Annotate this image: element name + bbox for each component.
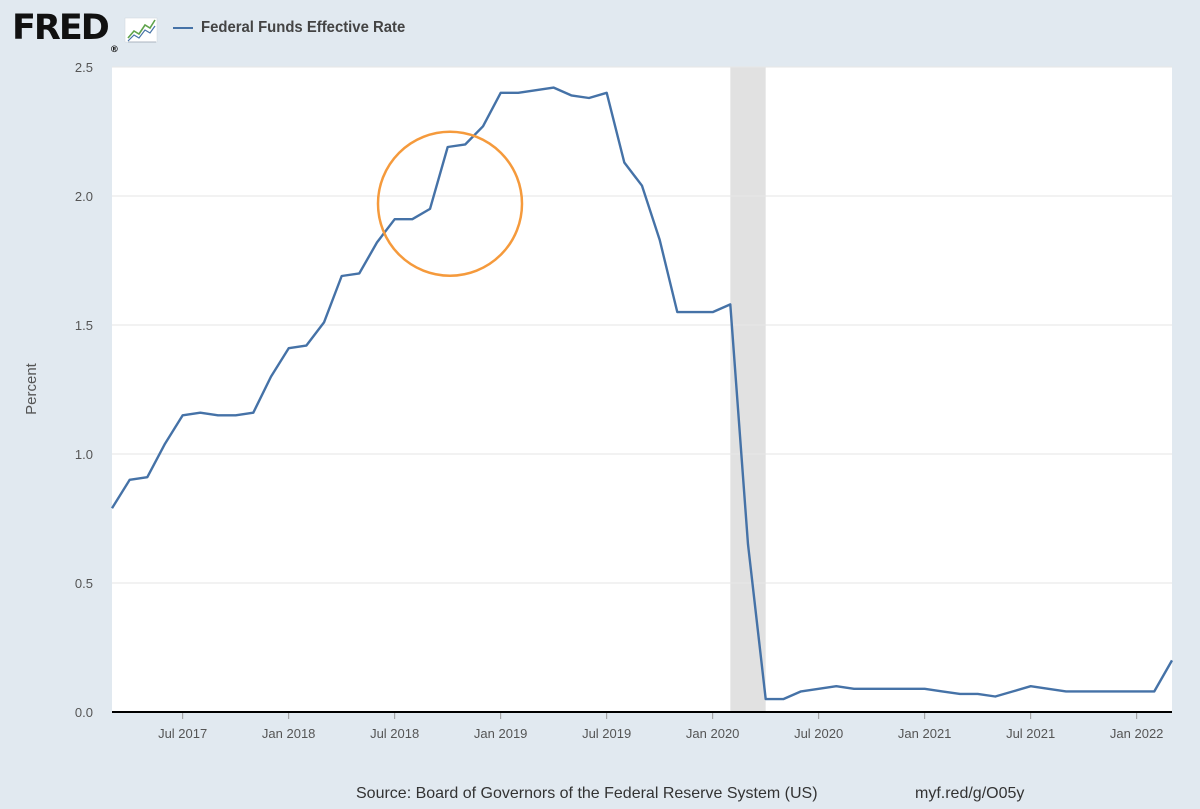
- y-tick-label: 1.0: [75, 447, 93, 462]
- x-tick-label: Jan 2019: [474, 726, 528, 741]
- x-tick-label: Jan 2021: [898, 726, 952, 741]
- x-tick-label: Jan 2022: [1110, 726, 1164, 741]
- source-attribution: Source: Board of Governors of the Federa…: [356, 785, 818, 802]
- legend-label: Federal Funds Effective Rate: [201, 19, 406, 36]
- x-tick-label: Jan 2020: [686, 726, 740, 741]
- x-tick-label: Jul 2017: [158, 726, 207, 741]
- y-tick-label: 2.5: [75, 60, 93, 75]
- series-line: [110, 86, 1174, 701]
- logo-registered-mark: ®: [109, 45, 119, 55]
- y-tick-label: 0.5: [75, 576, 93, 591]
- x-tick-label: Jan 2018: [262, 726, 316, 741]
- chart-header: FRED® Federal Funds Effective Rate: [0, 0, 1200, 58]
- chart-short-link[interactable]: myf.red/g/O05y: [915, 785, 1025, 802]
- plot-area: [112, 67, 1172, 712]
- highlight-circle: [376, 130, 524, 277]
- y-tick-label: 1.5: [75, 318, 93, 333]
- y-axis-title: Percent: [23, 362, 40, 415]
- line-chart-icon: [124, 17, 158, 43]
- line-chart: 0.0 0.5 1.0 1.5 2.0 2.5 Jul 2017 Jan 2018 Jul 2…: [23, 60, 1174, 741]
- x-tick-label: Jul 2018: [370, 726, 419, 741]
- logo-text: FRED: [12, 8, 110, 48]
- x-tick-label: Jul 2019: [582, 726, 631, 741]
- fred-logo[interactable]: FRED®: [12, 8, 119, 55]
- x-tick-label: Jul 2020: [794, 726, 843, 741]
- legend-swatch: [173, 27, 193, 29]
- x-tick-label: Jul 2021: [1006, 726, 1055, 741]
- y-tick-label: 2.0: [75, 189, 93, 204]
- y-tick-label: 0.0: [75, 705, 93, 720]
